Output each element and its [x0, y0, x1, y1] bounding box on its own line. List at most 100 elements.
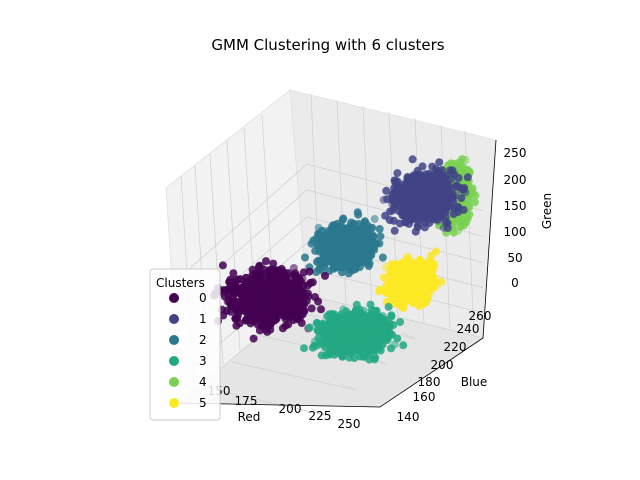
y-tick-label: 200	[431, 358, 454, 372]
scatter-point-cluster-1	[383, 195, 391, 204]
y-tick-label: 220	[444, 340, 467, 354]
scatter-point-cluster-0	[218, 261, 227, 270]
scatter-point-cluster-2	[301, 253, 309, 262]
scatter-point-cluster-1	[454, 208, 462, 216]
z-tick-label: 150	[504, 199, 527, 213]
y-axis-line	[379, 337, 484, 408]
legend-entry-label: 3	[199, 354, 207, 368]
scatter-point-cluster-3	[360, 318, 369, 327]
legend-entry-label: 5	[199, 396, 207, 410]
x-wall-gridline	[209, 153, 224, 365]
scatter-point-cluster-0	[266, 325, 275, 334]
scatter-point-cluster-5	[385, 279, 393, 288]
scatter-point-cluster-1	[439, 173, 448, 182]
scatter-point-cluster-3	[363, 345, 372, 354]
legend-entry-label: 0	[199, 291, 207, 305]
scatter-point-cluster-3	[359, 352, 368, 361]
scatter-point-cluster-1	[396, 185, 405, 194]
scatter-point-cluster-1	[413, 198, 422, 207]
scatter-point-cluster-2	[337, 263, 346, 272]
scatter-point-cluster-3	[379, 321, 388, 329]
legend-marker	[169, 335, 179, 345]
scatter-point-cluster-0	[247, 290, 256, 299]
scatter-point-cluster-1	[431, 183, 440, 192]
scatter-point-cluster-2	[376, 232, 385, 241]
scatter-point-cluster-2	[370, 215, 379, 223]
scatter-point-cluster-5	[405, 268, 414, 277]
scatter-point-cluster-2	[342, 255, 351, 264]
scatter-point-cluster-3	[378, 311, 387, 320]
scatter-point-cluster-0	[275, 270, 284, 279]
scatter-point-cluster-0	[253, 268, 262, 277]
scatter-point-cluster-1	[382, 186, 391, 195]
scatter-point-cluster-1	[417, 173, 426, 182]
scatter-point-cluster-5	[397, 302, 406, 311]
scatter-point-cluster-1	[451, 191, 460, 199]
scatter-point-cluster-3	[366, 300, 375, 309]
scatter-point-cluster-3	[349, 314, 358, 323]
scatter-point-cluster-0	[255, 276, 264, 285]
scatter-point-cluster-0	[225, 277, 234, 286]
x-tick-label: 225	[309, 409, 332, 423]
scatter-point-cluster-5	[412, 279, 421, 288]
scatter-point-cluster-2	[307, 239, 316, 248]
scatter-point-cluster-0	[293, 280, 302, 289]
scatter-point-cluster-3	[333, 333, 342, 342]
scatter-point-cluster-2	[333, 229, 342, 238]
scatter-point-cluster-2	[378, 253, 387, 262]
scatter-point-cluster-3	[325, 350, 334, 359]
scatter-point-cluster-0	[293, 315, 302, 324]
scatter-point-cluster-1	[381, 211, 390, 220]
legend: Clusters 0 1 2 3 4 5	[149, 268, 221, 421]
z-tick-label: 0	[511, 276, 519, 290]
legend-marker	[169, 314, 179, 324]
scatter-point-cluster-3	[371, 309, 380, 317]
y-tick-label: 180	[418, 375, 441, 389]
scatter-point-cluster-4	[461, 156, 470, 164]
y-gridline	[362, 105, 373, 312]
scatter-point-cluster-2	[312, 268, 321, 277]
scatter-point-cluster-0	[238, 306, 247, 315]
scatter-point-cluster-0	[249, 334, 258, 343]
x-tick-label: 200	[279, 402, 302, 416]
scatter-point-cluster-2	[319, 257, 328, 266]
scatter-point-cluster-2	[332, 256, 341, 264]
scatter-point-cluster-3	[368, 331, 377, 340]
scatter-point-cluster-4	[454, 226, 462, 235]
scatter-point-cluster-2	[332, 239, 341, 248]
z-axis-label: Green	[540, 193, 554, 229]
scatter-point-cluster-0	[226, 300, 235, 309]
chart-title: GMM Clustering with 6 clusters	[211, 36, 444, 54]
scatter-point-cluster-0	[293, 299, 302, 308]
scatter-point-cluster-3	[399, 341, 408, 350]
legend-marker	[169, 356, 179, 366]
scatter-point-cluster-0	[258, 290, 266, 299]
scatter-point-cluster-0	[278, 289, 287, 298]
scatter-point-cluster-5	[395, 286, 404, 295]
scatter-point-cluster-3	[360, 311, 369, 320]
scatter-point-cluster-3	[387, 312, 396, 321]
z-tick-label: 200	[504, 173, 527, 187]
scatter-point-cluster-0	[299, 268, 308, 277]
scatter-point-cluster-1	[413, 223, 422, 232]
x-axis-label: Red	[238, 410, 261, 424]
scatter-point-cluster-1	[449, 197, 458, 206]
scatter-point-cluster-0	[240, 294, 249, 303]
scatter-point-cluster-2	[354, 250, 363, 259]
scatter-point-cluster-5	[414, 262, 423, 271]
scatter-point-cluster-3	[376, 346, 385, 355]
scatter-point-cluster-5	[427, 258, 436, 267]
scatter-point-cluster-2	[368, 223, 377, 232]
scatter-point-cluster-1	[448, 166, 457, 175]
scatter-point-cluster-3	[305, 323, 314, 332]
scatter-point-cluster-2	[375, 225, 384, 233]
scatter-point-cluster-0	[271, 308, 280, 317]
scatter-point-cluster-5	[415, 288, 423, 297]
scatter-point-cluster-2	[345, 230, 354, 239]
legend-title: Clusters	[156, 276, 205, 290]
scatter-point-cluster-2	[336, 224, 345, 233]
scatter-point-cluster-1	[390, 202, 399, 211]
z-tick-label: 250	[504, 146, 527, 160]
y-tick-label: 240	[457, 322, 480, 336]
